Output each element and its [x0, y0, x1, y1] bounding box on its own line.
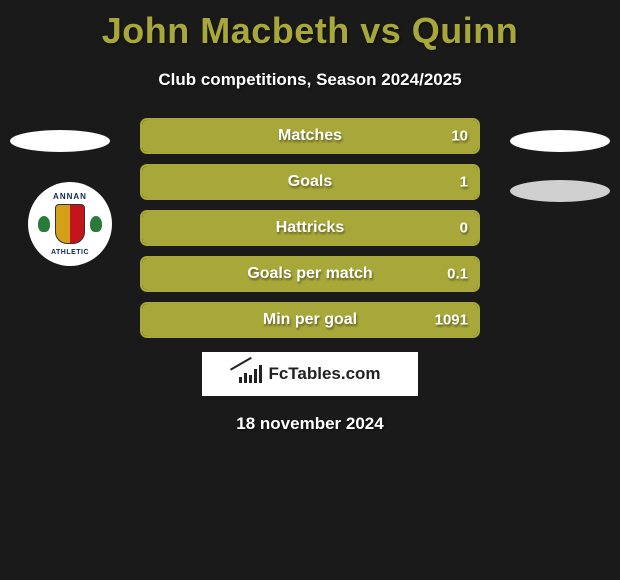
- bar-label: Matches: [142, 127, 478, 145]
- logo-text: FcTables.com: [268, 364, 380, 384]
- player-right-ellipse-2: [510, 180, 610, 202]
- bar-icon-piece: [249, 375, 252, 383]
- bar-value: 0: [460, 220, 468, 237]
- comparison-content: ANNAN ATHLETIC Matches 10 Goals 1 Hattri…: [0, 118, 620, 434]
- stat-bar-goals-per-match: Goals per match 0.1: [140, 256, 480, 292]
- player-left-ellipse: [10, 130, 110, 152]
- barchart-icon: [239, 365, 262, 383]
- bar-icon-piece: [254, 369, 257, 383]
- bar-label: Hattricks: [142, 219, 478, 237]
- stat-bar-goals: Goals 1: [140, 164, 480, 200]
- bar-label: Min per goal: [142, 311, 478, 329]
- shield-icon: [55, 204, 85, 244]
- club-badge-inner: ANNAN ATHLETIC: [34, 188, 106, 260]
- bar-icon-piece: [259, 365, 262, 383]
- bar-value: 10: [451, 128, 468, 145]
- thistle-icon: [90, 216, 102, 232]
- stat-bar-min-per-goal: Min per goal 1091: [140, 302, 480, 338]
- source-logo: FcTables.com: [202, 352, 418, 396]
- stat-bar-hattricks: Hattricks 0: [140, 210, 480, 246]
- bar-label: Goals: [142, 173, 478, 191]
- stat-bar-matches: Matches 10: [140, 118, 480, 154]
- subtitle: Club competitions, Season 2024/2025: [0, 70, 620, 90]
- badge-text-top: ANNAN: [34, 192, 106, 201]
- bar-label: Goals per match: [142, 265, 478, 283]
- thistle-icon: [38, 216, 50, 232]
- bar-value: 1: [460, 174, 468, 191]
- player-right-ellipse: [510, 130, 610, 152]
- date-label: 18 november 2024: [0, 414, 620, 434]
- stat-bars: Matches 10 Goals 1 Hattricks 0 Goals per…: [140, 118, 480, 338]
- bar-value: 1091: [435, 312, 468, 329]
- badge-text-bottom: ATHLETIC: [34, 249, 106, 256]
- page-title: John Macbeth vs Quinn: [0, 0, 620, 52]
- bar-value: 0.1: [447, 266, 468, 283]
- club-badge-left: ANNAN ATHLETIC: [28, 182, 112, 266]
